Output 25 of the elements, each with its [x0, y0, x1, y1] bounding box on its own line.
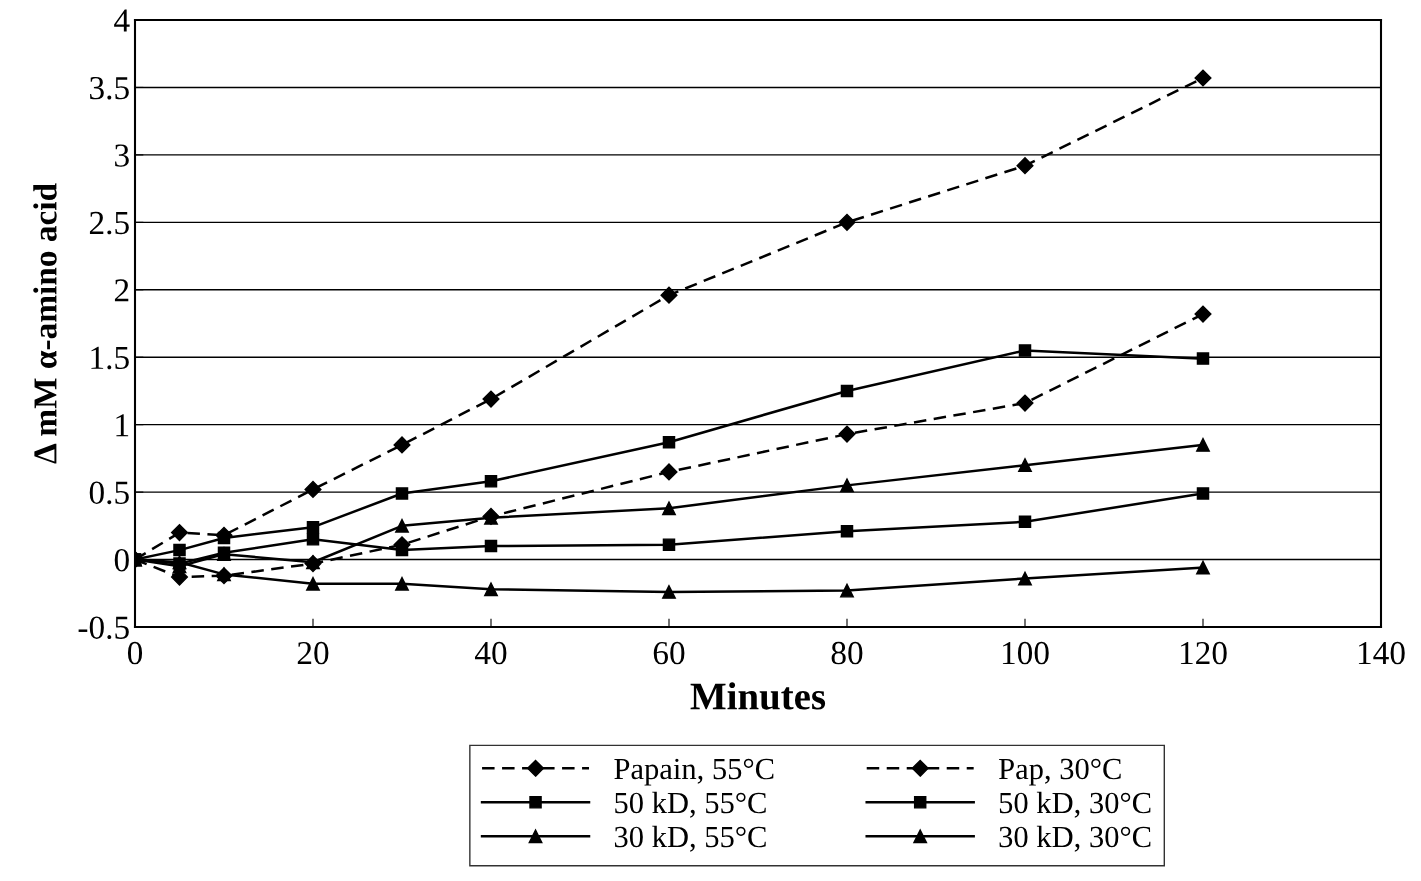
x-tick-label: 140	[1358, 641, 1405, 665]
y-tick-label: 1.5	[91, 346, 129, 370]
x-tick-label: 40	[474, 641, 507, 665]
legend-label: 50 kD, 30°C	[999, 791, 1151, 818]
y-tick-label: 0.5	[89, 481, 129, 505]
y-axis-title: Δ mM α-amino acid	[33, 183, 57, 464]
y-tick-label: 4	[114, 9, 130, 32]
x-tick-label: 80	[831, 641, 863, 665]
y-tick-label: 2.5	[89, 211, 129, 235]
y-tick-label: 3	[115, 144, 129, 167]
x-tick-label: 20	[297, 641, 329, 665]
x-tick-label: 100	[1002, 641, 1049, 665]
y-tick-label: 3.5	[90, 76, 129, 100]
legend-label: 30 kD, 55°C	[614, 825, 766, 852]
x-tick-label: 120	[1180, 641, 1227, 665]
y-tick-label: -0.5	[78, 616, 129, 640]
legend-label: 30 kD, 30°C	[999, 825, 1151, 852]
legend-label: Papain, 55°C	[614, 758, 774, 786]
legend-label: Pap, 30°C	[998, 758, 1121, 786]
y-tick-label: 0	[114, 548, 129, 572]
y-tick-label: 1	[116, 414, 129, 437]
y-tick-label: 2	[114, 279, 129, 302]
x-tick-label: 60	[653, 641, 685, 665]
x-axis-title: Minutes	[690, 682, 826, 710]
legend-label: 50 kD, 55°C	[615, 791, 766, 818]
